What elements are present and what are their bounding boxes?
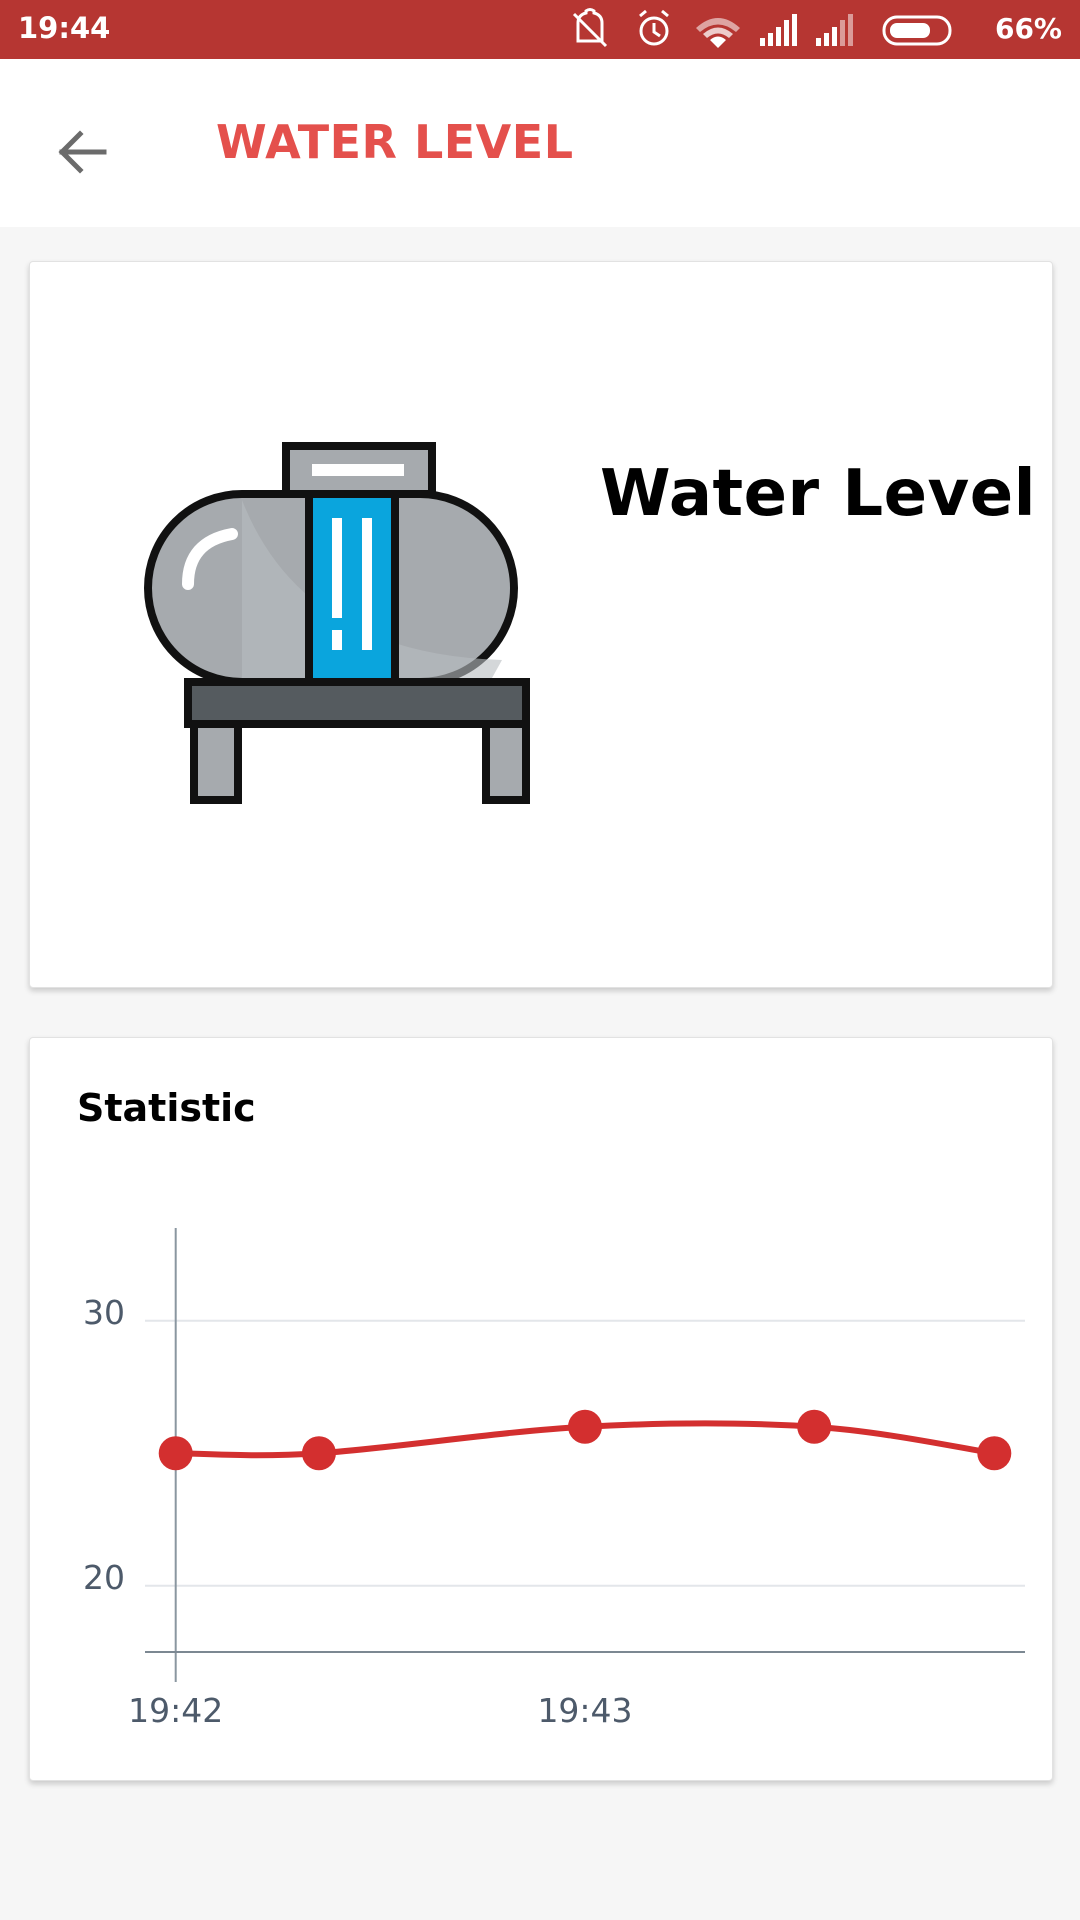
- statistic-heading: Statistic: [77, 1086, 256, 1130]
- page-title: WATER LEVEL: [216, 115, 574, 169]
- x-tick-label: 19:43: [537, 1691, 632, 1730]
- y-tick-label: 20: [83, 1558, 125, 1597]
- app-bar: WATER LEVEL: [0, 59, 1080, 227]
- data-point: [301, 1436, 336, 1471]
- x-tick-label: 19:42: [128, 1691, 223, 1730]
- arrow-left-icon: [58, 130, 107, 174]
- battery-percent: 66%: [994, 12, 1062, 45]
- status-icons: [572, 8, 952, 48]
- status-bar: 19:44: [0, 0, 1080, 59]
- back-button[interactable]: [44, 112, 124, 192]
- data-point: [797, 1409, 832, 1444]
- data-point: [568, 1409, 602, 1444]
- line-chart: 20 30 19:42 19:43: [83, 1228, 1025, 1730]
- water-level-heading: Water Level: [600, 457, 1037, 531]
- water-level-card: Water Level: [29, 261, 1053, 988]
- data-point: [977, 1436, 1012, 1471]
- mute-vibrate-icon: [572, 8, 608, 48]
- signal-icon: [760, 14, 797, 46]
- statistic-card: Statistic 20 30 19:42 19:43: [29, 1037, 1053, 1781]
- alarm-icon: [639, 9, 669, 46]
- y-tick-label: 30: [83, 1293, 125, 1332]
- status-time: 19:44: [18, 11, 111, 45]
- wifi-icon: [696, 18, 740, 48]
- battery-icon: [882, 15, 952, 46]
- signal-icon: [816, 14, 853, 46]
- water-tank-icon: [144, 442, 530, 804]
- data-point: [158, 1436, 193, 1471]
